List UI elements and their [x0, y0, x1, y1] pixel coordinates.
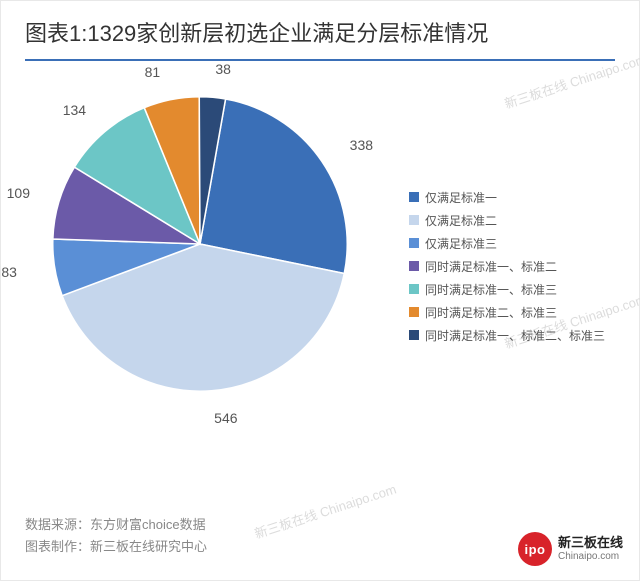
legend-label: 仅满足标准三 [425, 235, 497, 252]
chart-title: 图表1:1329家创新层初选企业满足分层标准情况 [25, 19, 615, 49]
slice-value-label: 109 [7, 185, 30, 201]
legend-item: 同时满足标准一、标准二 [409, 258, 605, 275]
legend-item: 同时满足标准一、标准三 [409, 281, 605, 298]
brand-cn: 新三板在线 [558, 536, 623, 550]
legend-swatch [409, 330, 419, 340]
legend-item: 仅满足标准一 [409, 189, 605, 206]
brand-mark: ipo 新三板在线 Chinaipo.com [518, 532, 623, 566]
pie-slice [200, 99, 347, 274]
slice-value-label: 338 [350, 137, 373, 153]
chart-maker: 图表制作：新三板在线研究中心 [25, 536, 207, 558]
title-rule [25, 59, 615, 61]
legend-item: 同时满足标准二、标准三 [409, 304, 605, 321]
slice-value-label: 38 [215, 61, 231, 77]
legend-swatch [409, 215, 419, 225]
watermark: 新三板在线 Chinaipo.com [252, 479, 399, 543]
legend-label: 仅满足标准一 [425, 189, 497, 206]
chart-footer: 数据来源：东方财富choice数据 图表制作：新三板在线研究中心 [25, 514, 207, 558]
brand-text: 新三板在线 Chinaipo.com [558, 536, 623, 561]
legend-label: 同时满足标准一、标准三 [425, 281, 557, 298]
pie-chart [45, 89, 355, 399]
slice-value-label: 81 [145, 64, 161, 80]
brand-en: Chinaipo.com [558, 551, 623, 562]
legend-item: 仅满足标准三 [409, 235, 605, 252]
slice-value-label: 546 [214, 410, 237, 426]
legend-label: 同时满足标准二、标准三 [425, 304, 557, 321]
legend-label: 同时满足标准一、标准二 [425, 258, 557, 275]
slice-value-label: 83 [1, 264, 17, 280]
legend-swatch [409, 261, 419, 271]
legend: 仅满足标准一仅满足标准二仅满足标准三同时满足标准一、标准二同时满足标准一、标准三… [409, 189, 605, 350]
legend-label: 同时满足标准一、标准二、标准三 [425, 327, 605, 344]
legend-item: 同时满足标准一、标准二、标准三 [409, 327, 605, 344]
slice-value-label: 134 [63, 102, 86, 118]
legend-item: 仅满足标准二 [409, 212, 605, 229]
legend-label: 仅满足标准二 [425, 212, 497, 229]
legend-swatch [409, 284, 419, 294]
chart-area: 338546831091348138 仅满足标准一仅满足标准二仅满足标准三同时满… [25, 69, 615, 449]
legend-swatch [409, 192, 419, 202]
chart-card: 新三板在线 Chinaipo.com 新三板在线 Chinaipo.com 新三… [0, 0, 640, 581]
brand-badge: ipo [518, 532, 552, 566]
data-source: 数据来源：东方财富choice数据 [25, 514, 207, 536]
legend-swatch [409, 307, 419, 317]
legend-swatch [409, 238, 419, 248]
